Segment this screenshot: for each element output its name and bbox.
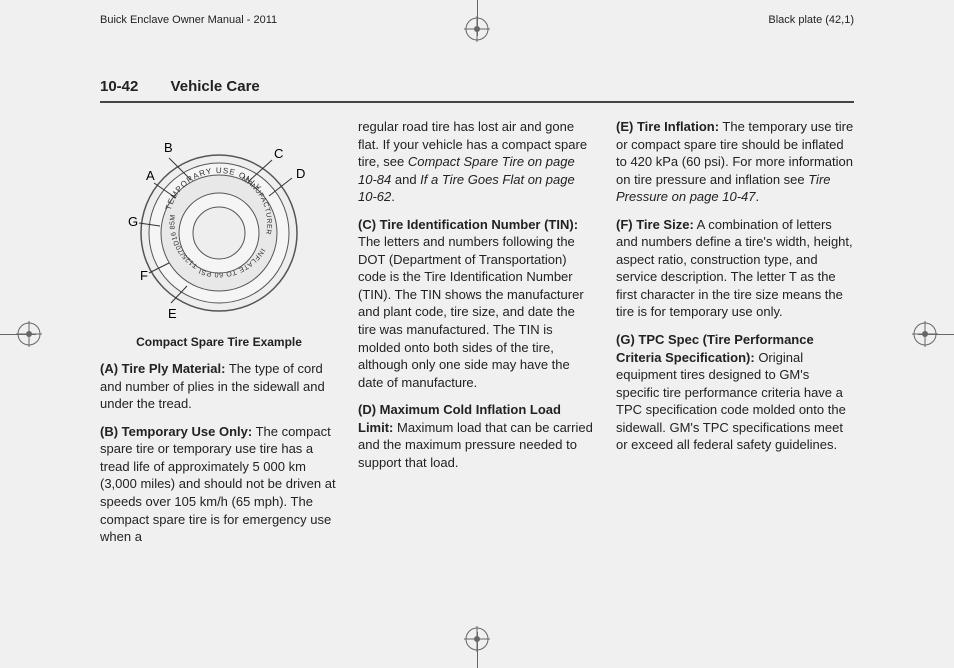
label-e: (E) Tire Inflation: (616, 119, 719, 134)
page-number: 10-42 (100, 78, 138, 95)
para-e: (E) Tire Inflation: The temporary use ti… (616, 118, 854, 206)
registration-mark-left-icon (16, 321, 42, 347)
tire-figure: TEMPORARY USE ONLY MANUFACTURER INFLATE … (114, 118, 324, 328)
svg-text:C: C (274, 146, 283, 161)
intro-mid: and (391, 172, 420, 187)
column-1: TEMPORARY USE ONLY MANUFACTURER INFLATE … (100, 118, 338, 608)
label-b: (B) Temporary Use Only: (100, 424, 252, 439)
plate-label: Black plate (42,1) (768, 14, 854, 26)
tire-diagram-icon: TEMPORARY USE ONLY MANUFACTURER INFLATE … (114, 118, 324, 328)
body-d: Maximum load that can be carried and the… (358, 420, 593, 470)
label-a: (A) Tire Ply Material: (100, 361, 225, 376)
para-intro: regular road tire has lost air and gone … (358, 118, 596, 206)
body-c: The letters and numbers following the DO… (358, 234, 584, 389)
manual-title: Buick Enclave Owner Manual - 2011 (100, 14, 277, 26)
section-name: Vehicle Care (171, 78, 260, 95)
svg-text:D: D (296, 166, 305, 181)
section-title-bar: 10-42 Vehicle Care (100, 78, 854, 103)
body-f: A combination of letters and numbers def… (616, 217, 853, 320)
svg-text:B: B (164, 140, 173, 155)
para-g: (G) TPC Spec (Tire Performance Criteria … (616, 331, 854, 454)
registration-mark-bottom-icon (464, 626, 490, 652)
intro-end: . (391, 189, 395, 204)
label-c: (C) Tire Identification Number (TIN): (358, 217, 578, 232)
para-a: (A) Tire Ply Material: The type of cord … (100, 360, 338, 413)
svg-text:F: F (140, 268, 148, 283)
svg-text:E: E (168, 306, 177, 321)
page-header: Buick Enclave Owner Manual - 2011 Black … (100, 14, 854, 26)
para-c: (C) Tire Identification Number (TIN): Th… (358, 216, 596, 391)
label-f: (F) Tire Size: (616, 217, 694, 232)
content-columns: TEMPORARY USE ONLY MANUFACTURER INFLATE … (100, 118, 854, 608)
para-d: (D) Maximum Cold Inflation Load Limit: M… (358, 401, 596, 471)
para-f: (F) Tire Size: A combination of letters … (616, 216, 854, 321)
column-3: (E) Tire Inflation: The temporary use ti… (616, 118, 854, 608)
svg-text:G: G (128, 214, 138, 229)
registration-mark-right-icon (912, 321, 938, 347)
body-b: The compact spare tire or temporary use … (100, 424, 336, 544)
svg-text:A: A (146, 168, 155, 183)
body-e-end: . (755, 189, 759, 204)
figure-caption: Compact Spare Tire Example (100, 334, 338, 350)
column-2: regular road tire has lost air and gone … (358, 118, 596, 608)
para-b: (B) Temporary Use Only: The compact spar… (100, 423, 338, 546)
